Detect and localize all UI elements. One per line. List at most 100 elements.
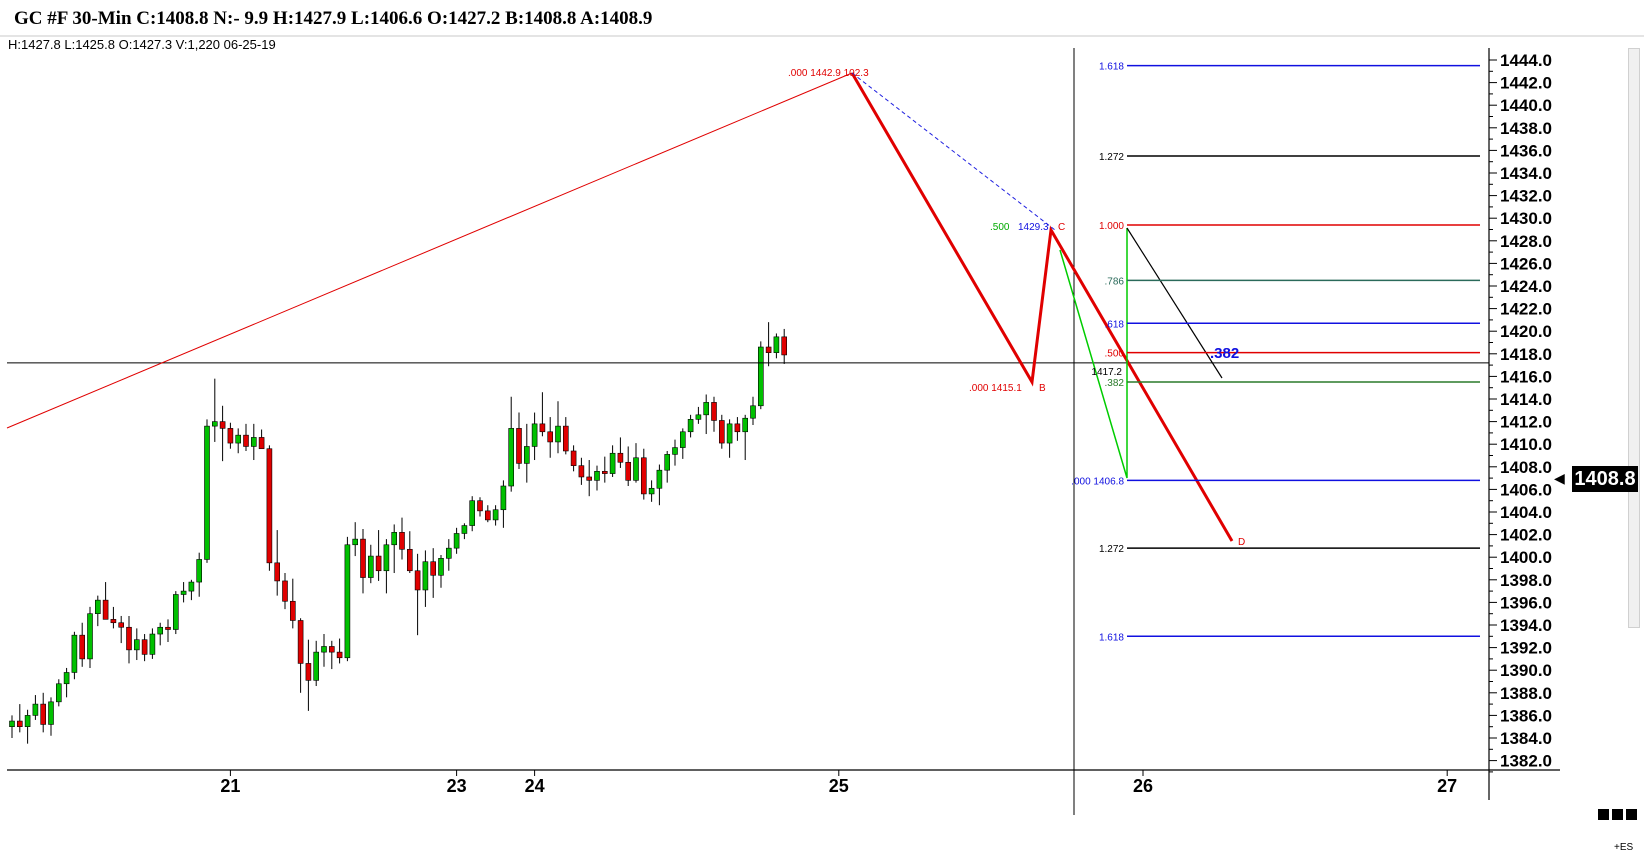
candle-body[interactable] [414, 570, 421, 591]
candle-body[interactable] [469, 500, 476, 526]
candle-body[interactable] [555, 425, 561, 443]
candle-body[interactable] [149, 633, 156, 655]
candle-body[interactable] [336, 651, 343, 659]
candle-body[interactable] [523, 446, 530, 464]
candle-body[interactable] [360, 538, 366, 578]
candle-body[interactable] [196, 559, 202, 583]
candle-body[interactable] [235, 434, 241, 444]
candle-body[interactable] [110, 619, 117, 624]
candle-body[interactable] [399, 532, 405, 550]
candle-body[interactable] [516, 428, 522, 464]
candle-body[interactable] [141, 639, 148, 655]
candle-body[interactable] [258, 437, 265, 450]
candle-body[interactable] [95, 599, 101, 615]
candle-body[interactable] [477, 500, 483, 512]
candle-body[interactable] [734, 423, 741, 433]
candle-body[interactable] [757, 346, 764, 407]
candle-body[interactable] [750, 405, 756, 419]
candle-body[interactable] [180, 590, 187, 595]
candle-body[interactable] [742, 417, 749, 433]
candle-body[interactable] [243, 434, 249, 447]
zoom-square-icon[interactable] [1598, 809, 1609, 820]
candle-body[interactable] [274, 562, 281, 582]
price-scrollbar[interactable] [1628, 48, 1640, 628]
candle-body[interactable] [703, 402, 710, 416]
candle-body[interactable] [188, 581, 195, 592]
candle-body[interactable] [461, 525, 468, 534]
candle-body[interactable] [773, 336, 780, 353]
candle-body[interactable] [157, 626, 163, 635]
candle-body[interactable] [251, 437, 257, 447]
candle-body[interactable] [48, 701, 54, 725]
candle-body[interactable] [375, 555, 382, 572]
candle-body[interactable] [55, 683, 62, 703]
candle-body[interactable] [40, 703, 47, 725]
candle-body[interactable] [625, 461, 632, 481]
candle-body[interactable] [484, 510, 491, 521]
candle-body[interactable] [212, 421, 218, 427]
candle-body[interactable] [289, 600, 296, 621]
candle-body[interactable] [609, 452, 616, 474]
candle-body[interactable] [492, 509, 499, 521]
candle-body[interactable] [781, 336, 788, 356]
candle-body[interactable] [406, 548, 413, 572]
candle-body[interactable] [173, 594, 179, 630]
candle-body[interactable] [219, 421, 226, 429]
candle-body[interactable] [227, 428, 234, 444]
candle-body[interactable] [24, 715, 31, 728]
candle-body[interactable] [547, 431, 554, 443]
chart-zoom-controls[interactable] [1598, 809, 1637, 820]
candle-body[interactable] [134, 639, 140, 651]
candle-body[interactable] [87, 613, 93, 660]
candle-body[interactable] [305, 663, 312, 681]
candle-body[interactable] [430, 561, 437, 576]
candle-body[interactable] [321, 646, 327, 653]
candle-body[interactable] [640, 457, 647, 495]
candle-body[interactable] [695, 414, 702, 420]
candle-body[interactable] [16, 720, 23, 727]
candle-body[interactable] [765, 346, 772, 353]
candle-body[interactable] [9, 720, 15, 727]
candle-body[interactable] [165, 626, 171, 630]
candle-body[interactable] [71, 634, 78, 673]
candle-body[interactable] [445, 547, 452, 559]
candle-body[interactable] [679, 431, 686, 448]
candle-body[interactable] [313, 651, 320, 681]
candle-body[interactable] [539, 423, 546, 433]
candle-body[interactable] [570, 450, 577, 466]
candle-body[interactable] [383, 544, 390, 572]
candle-body[interactable] [367, 555, 374, 578]
zoom-square-icon[interactable] [1626, 809, 1637, 820]
candle-body[interactable] [328, 646, 335, 653]
candle-body[interactable] [672, 447, 678, 455]
candle-body[interactable] [656, 469, 663, 489]
candle-body[interactable] [718, 420, 725, 444]
candle-body[interactable] [648, 487, 655, 495]
candle-body[interactable] [617, 452, 624, 463]
candle-body[interactable] [664, 454, 671, 471]
candle-body[interactable] [297, 620, 304, 664]
candle-body[interactable] [601, 471, 608, 474]
candle-body[interactable] [126, 626, 132, 651]
candle-body[interactable] [118, 622, 124, 628]
candle-body[interactable] [344, 544, 351, 659]
candle-body[interactable] [391, 532, 398, 546]
candle-body[interactable] [687, 419, 694, 433]
candle-body[interactable] [422, 561, 429, 591]
candle-body[interactable] [508, 428, 515, 487]
candle-body[interactable] [266, 448, 273, 564]
candle-body[interactable] [102, 599, 109, 620]
candle-body[interactable] [32, 703, 39, 716]
candle-body[interactable] [726, 423, 733, 444]
candle-body[interactable] [352, 538, 359, 546]
candle-body[interactable] [438, 558, 444, 576]
candle-body[interactable] [531, 423, 538, 447]
zoom-square-icon[interactable] [1612, 809, 1623, 820]
candle-body[interactable] [63, 672, 70, 685]
candle-body[interactable] [500, 485, 507, 511]
candle-body[interactable] [282, 580, 288, 602]
candle-body[interactable] [204, 425, 210, 560]
candle-body[interactable] [711, 402, 717, 421]
candle-body[interactable] [578, 465, 585, 478]
candle-body[interactable] [79, 634, 85, 660]
